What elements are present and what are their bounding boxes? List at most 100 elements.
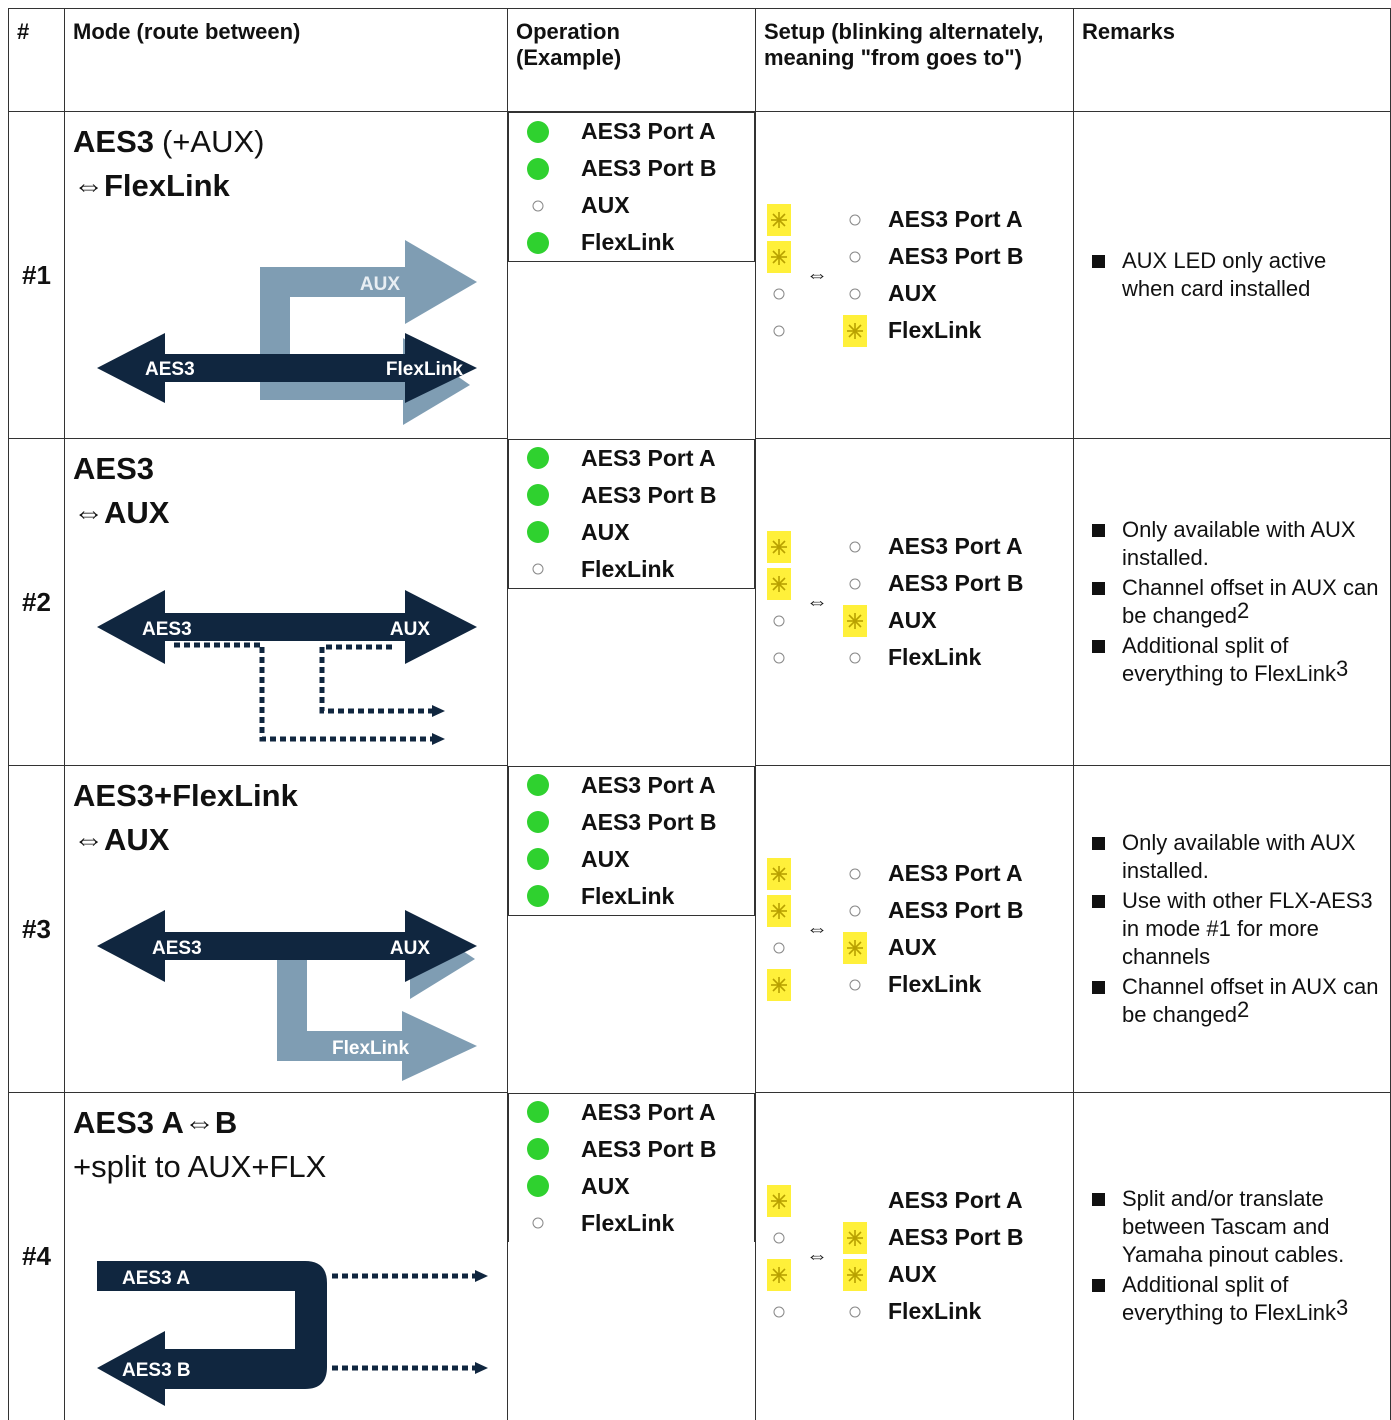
indicator <box>840 896 870 926</box>
row-number: #4 <box>8 1092 65 1420</box>
led-blink <box>767 567 791 600</box>
diagram: AES3 A AES3 B <box>97 1261 488 1406</box>
led-on <box>527 848 549 870</box>
indicator <box>764 894 794 927</box>
indicator <box>523 443 553 473</box>
led-on <box>527 231 549 254</box>
remark: Only available with AUX installed. <box>1092 516 1384 572</box>
led-on <box>527 120 549 143</box>
operation-item: AUX <box>523 187 754 224</box>
indicator <box>764 933 794 963</box>
indicator <box>840 1186 870 1216</box>
indicator <box>764 530 794 563</box>
port-label: AUX <box>581 1172 630 1199</box>
led-on <box>527 1138 549 1160</box>
mode-text-part: ⇔FlexLink <box>73 168 230 203</box>
led-on <box>527 521 549 543</box>
led-blink-star <box>847 939 863 956</box>
diagram: AES3 AUX <box>97 590 477 745</box>
port-label: AES3 Port B <box>888 243 1024 269</box>
mode-line: AES3 <box>73 447 499 491</box>
setup-from-item <box>764 1182 794 1219</box>
indicator <box>523 1134 553 1164</box>
setup-from-item <box>764 1293 794 1330</box>
setup-wrap: ⇔ AES3 Port A AES3 Port B AUX FlexLink <box>764 201 1073 349</box>
led-blink-star <box>771 1192 787 1209</box>
setup-wrap: ⇔ AES3 Port A AES3 Port B AUX FlexLink <box>764 1182 1073 1330</box>
led-off <box>849 288 861 299</box>
setup-item: AES3 Port A <box>840 1182 1023 1219</box>
operation-cell: AES3 Port A AES3 Port B AUX FlexLink <box>508 112 755 262</box>
led-blink <box>767 1258 791 1291</box>
indicator <box>840 279 870 309</box>
led-off <box>773 652 785 663</box>
port-label: AUX <box>888 280 937 306</box>
indicator <box>523 807 553 837</box>
port-label: AUX <box>581 192 630 218</box>
setup-from <box>764 855 794 1003</box>
mode-text-part: AES3 A⇔B <box>73 1105 238 1140</box>
setup-arrow: ⇔ <box>806 916 828 941</box>
led-off <box>773 942 785 953</box>
remark-text: Use with other FLX-AES3 in mode #1 for m… <box>1122 888 1373 969</box>
row: #3 AES3+FlexLink ⇔AUX AES3 AUX FlexLink A… <box>8 765 1391 1093</box>
diagram-label: AUX <box>390 938 430 959</box>
led-blink <box>843 1258 867 1291</box>
remark-text: Only available with AUX installed. <box>1122 830 1356 883</box>
led-off <box>773 652 785 663</box>
indicator <box>840 970 870 1000</box>
setup-item: AES3 Port A <box>840 201 1023 238</box>
led-blink <box>767 1184 791 1217</box>
setup-item: FlexLink <box>840 312 1023 349</box>
remark-text: Split and/or translate between Tascam an… <box>1122 1186 1345 1268</box>
port-label: AUX <box>888 934 937 960</box>
port-label: AES3 Port A <box>581 771 716 798</box>
operation-item: AES3 Port A <box>523 440 754 477</box>
setup-from <box>764 201 794 349</box>
diagram-label: AES3 B <box>122 1360 191 1381</box>
port-label: FlexLink <box>581 1209 675 1236</box>
indicator <box>523 517 553 547</box>
remark: Use with other FLX-AES3 in mode #1 for m… <box>1092 887 1384 971</box>
remarks-list: Only available with AUX installed. Channe… <box>1092 516 1384 688</box>
remark: AUX LED only active when card installed <box>1092 247 1384 303</box>
led-off <box>532 1217 544 1229</box>
indicator <box>523 117 553 147</box>
led-on <box>527 1175 549 1197</box>
star-ray <box>848 323 862 338</box>
mode-line: AES3 (+AUX) <box>73 120 499 164</box>
star-ray <box>848 940 862 955</box>
led-off <box>849 578 861 589</box>
port-label: AUX <box>581 845 630 872</box>
indicator <box>840 242 870 272</box>
port-label: AES3 Port A <box>888 860 1023 886</box>
indicator <box>764 240 794 273</box>
led-blink-star <box>771 1266 787 1283</box>
indicator <box>840 604 870 637</box>
indicator <box>840 532 870 562</box>
led-off <box>849 1306 861 1318</box>
led-blink <box>843 314 867 347</box>
setup-cell: ⇔ AES3 Port A AES3 Port B AUX FlexLink <box>755 111 1074 439</box>
indicator <box>764 606 794 636</box>
led-blink-star <box>771 248 787 265</box>
remark-text: Channel offset in AUX can be changed <box>1122 974 1379 1027</box>
remark: Split and/or translate between Tascam an… <box>1092 1185 1384 1269</box>
led-off <box>849 288 861 299</box>
led-on <box>527 1175 549 1197</box>
indicator <box>523 554 553 584</box>
port-label: AES3 Port B <box>581 481 717 508</box>
led-blink <box>843 604 867 637</box>
indicator <box>764 857 794 890</box>
led-off <box>532 200 544 211</box>
mode-text: AES3 ⇔AUX <box>65 439 507 535</box>
led-blink <box>767 530 791 563</box>
footnote-ref: 3 <box>1336 1295 1349 1321</box>
port-label: AES3 Port A <box>581 444 716 471</box>
indicator <box>840 1221 870 1254</box>
led-off <box>849 251 861 262</box>
operation-item: FlexLink <box>523 878 754 915</box>
indicator <box>764 1258 794 1291</box>
header-cell: Operation (Example) <box>507 8 756 112</box>
star-ray <box>772 977 786 992</box>
